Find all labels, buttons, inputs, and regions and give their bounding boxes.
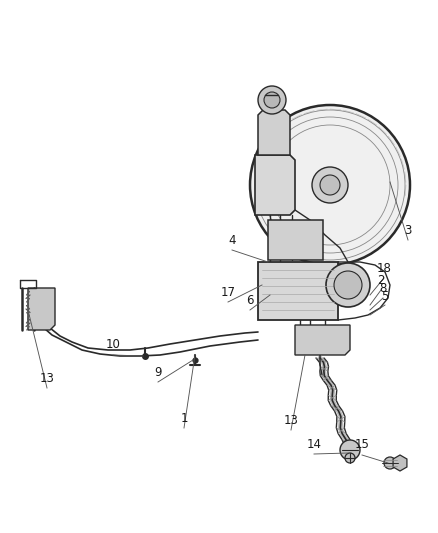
Circle shape [384, 457, 396, 469]
Circle shape [250, 105, 410, 265]
Text: 18: 18 [377, 262, 392, 274]
Text: 5: 5 [381, 289, 389, 303]
Text: 13: 13 [283, 414, 298, 426]
Text: 8: 8 [379, 281, 387, 295]
Polygon shape [258, 110, 290, 155]
Text: 14: 14 [307, 438, 321, 450]
Circle shape [312, 167, 348, 203]
FancyBboxPatch shape [268, 220, 323, 260]
Circle shape [334, 271, 362, 299]
Circle shape [326, 263, 370, 307]
Circle shape [264, 92, 280, 108]
Text: 6: 6 [246, 294, 254, 306]
Polygon shape [295, 325, 350, 355]
Text: 1: 1 [180, 411, 188, 424]
Polygon shape [393, 455, 407, 471]
Text: 15: 15 [355, 439, 369, 451]
Circle shape [345, 453, 355, 463]
Polygon shape [255, 155, 295, 215]
Text: 9: 9 [154, 366, 162, 378]
Polygon shape [28, 288, 55, 330]
Text: 10: 10 [106, 338, 120, 351]
Text: 4: 4 [228, 233, 236, 246]
FancyBboxPatch shape [258, 262, 338, 320]
Circle shape [320, 175, 340, 195]
Text: 3: 3 [404, 223, 412, 237]
Circle shape [340, 440, 360, 460]
Text: 13: 13 [39, 372, 54, 384]
Text: 2: 2 [377, 273, 385, 287]
Text: 17: 17 [220, 286, 236, 298]
Circle shape [258, 86, 286, 114]
